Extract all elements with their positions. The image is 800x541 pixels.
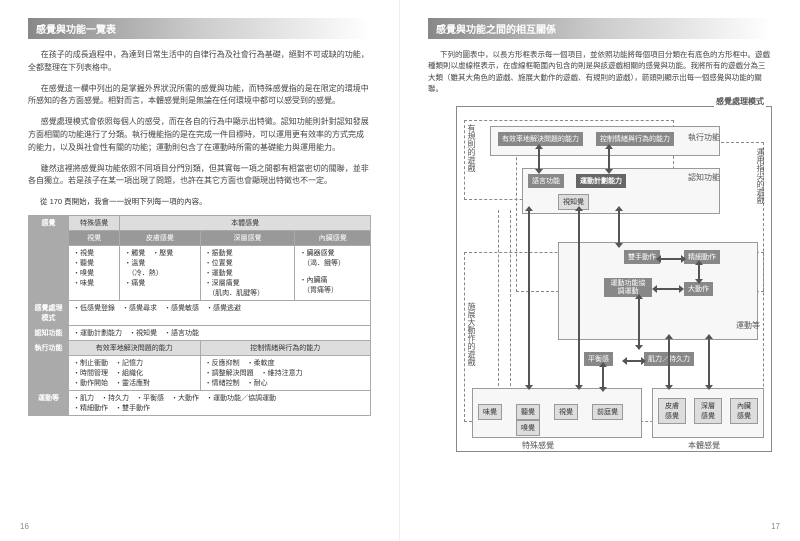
- exec-c1: ・制止衝動 ・記憶力 ・時間管理 ・組織化 ・動作開始 ・靈活應對: [69, 356, 201, 391]
- row-proc-label: 感覺處理模式: [29, 301, 69, 326]
- left-header: 感覺與功能一覽表: [28, 18, 371, 39]
- chip-sp2: 嗅覺: [516, 420, 540, 436]
- sh-vision: 視覺: [69, 231, 120, 246]
- page-left: 感覺與功能一覽表 在孩子的成長過程中，為達到日常生活中的自律行為及社會行為基礎，…: [0, 0, 400, 541]
- th-body: 本體感覺: [120, 216, 371, 231]
- chip-sp4: 前庭覺: [592, 404, 623, 420]
- row-sense-label: 感覺: [29, 216, 69, 301]
- left-p3: 感覺處理模式會依照每個人的感受，而在各自的行為中顯示出特徵。認知功能則針對認知發…: [28, 116, 371, 154]
- grp-special: 特殊感覺: [522, 440, 554, 451]
- chip-bd2: 深層感覺: [694, 398, 722, 424]
- chip-move4: 大動作: [684, 282, 713, 296]
- row-cog-cells: ・運動計劃能力 ・視知覺 ・語言功能: [69, 326, 371, 341]
- left-ref: 從 170 頁開始，我會一一說明下列每一項的內容。: [28, 196, 371, 207]
- row-move-label: 運動等: [29, 391, 69, 416]
- chip-sp3: 視覺: [554, 404, 578, 420]
- side-label-3: 施展大動作的遊戲: [466, 302, 477, 366]
- sh-deep: 深層感覺: [200, 231, 295, 246]
- th-special: 特殊感覺: [69, 216, 120, 231]
- side-label-1: 有規則的遊戲: [466, 124, 477, 172]
- exec-h2: 控制情緒與行為的能力: [200, 341, 370, 356]
- c-skin: ・觸覺 ・壓覺 ・溫覺 （冷．熱） ・痛覺: [120, 246, 200, 301]
- c-vision: ・視覺 ・聽覺 ・嗅覺 ・味覺: [69, 246, 120, 301]
- outer-label: 感覺處理模式: [714, 96, 766, 107]
- chip-move3: 運動功能協調運動: [604, 278, 652, 297]
- diagram: 感覺處理模式 有規則的遊戲 運用指尖的遊戲 施展大動作的遊戲 執行功能 有效率地…: [428, 102, 772, 452]
- left-p4: 雖然這裡將感覺與功能依照不同項目分門別類，但其實每一項之間都有相當密切的關聯，並…: [28, 163, 371, 189]
- chip-cog1: 語言功能: [528, 174, 564, 188]
- sh-visc: 內臟感覺: [295, 231, 371, 246]
- chip-cog3: 視知覺: [558, 194, 589, 210]
- side-label-2: 運用指尖的遊戲: [755, 148, 766, 204]
- chip-bd3: 內臟感覺: [730, 398, 758, 424]
- c-deep: ・振動覺 ・位置覺 ・運動覺 ・深層痛覺 （肌肉．肌腱等）: [200, 246, 295, 301]
- page-num-left: 16: [20, 522, 29, 531]
- exec-h1: 有效率地解決問題的能力: [69, 341, 201, 356]
- left-p2: 在感覺這一欄中列出的是掌握外界狀況所需的感覺與功能，而特殊感覺指的是在限定的環境…: [28, 83, 371, 109]
- sh-skin: 皮膚感覺: [120, 231, 200, 246]
- grp-body: 本體感覺: [688, 440, 720, 451]
- row-proc-cells: ・低感覺登錄 ・感覺尋求 ・感覺敏感 ・感覺逃避: [69, 301, 371, 326]
- c-visc: ・臟器感覺 （渴．餓等） ・內臟痛 （胃痛等）: [295, 246, 371, 301]
- exec-c2: ・反應抑制 ・柔軟度 ・調整解決問題 ・維持注意力 ・情緒控制 ・耐心: [200, 356, 370, 391]
- page-right: 感覺與功能之間的相互關係 下列的圖表中，以長方形框表示每一個項目，並依照功能將每…: [400, 0, 800, 541]
- row-cog-label: 認知功能: [29, 326, 69, 341]
- left-p1: 在孩子的成長過程中，為達到日常生活中的自律行為及社會行為基礎，絕對不可或缺的功能…: [28, 49, 371, 75]
- right-header: 感覺與功能之間的相互關係: [428, 18, 772, 39]
- page-num-right: 17: [771, 522, 780, 531]
- chip-bd1: 皮膚感覺: [658, 398, 686, 424]
- chip-sp5: 聽覺: [516, 404, 540, 420]
- grp-cog: 認知功能: [688, 172, 720, 183]
- chip-sp1: 味覺: [478, 404, 502, 420]
- chip-move1: 雙手動作: [624, 250, 660, 264]
- sense-table: 感覺 特殊感覺 本體感覺 視覺 皮膚感覺 深層感覺 內臟感覺 ・視覺 ・聽覺 ・…: [28, 215, 371, 416]
- row-exec-label: 執行功能: [29, 341, 69, 391]
- grp-exec: 執行功能: [688, 132, 720, 143]
- right-p1: 下列的圖表中，以長方形框表示每一個項目，並依照功能將每個項目分類在有底色的方形框…: [428, 49, 772, 94]
- grp-move: 運動等: [736, 320, 760, 331]
- row-move-cells: ・肌力 ・持久力 ・平衡感 ・大動作 ・運動功能／協調運動 ・精細動作 ・雙手動…: [69, 391, 371, 416]
- chip-cog2: 運動計劃能力: [576, 174, 626, 188]
